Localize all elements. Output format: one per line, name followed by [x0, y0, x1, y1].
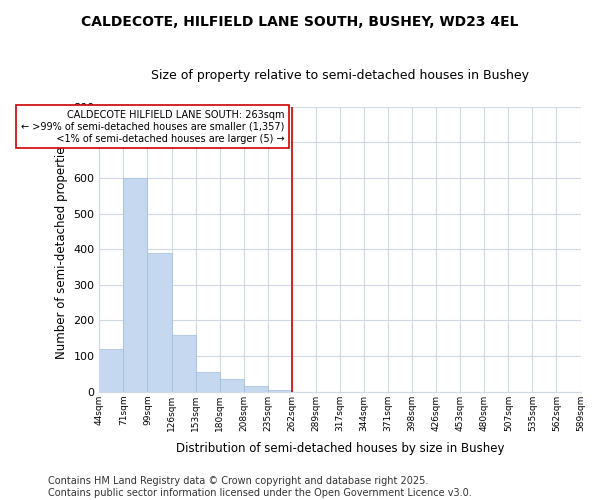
Bar — [100, 349, 124, 392]
Bar — [220, 380, 244, 392]
Text: CALDECOTE HILFIELD LANE SOUTH: 263sqm
← >99% of semi-detached houses are smaller: CALDECOTE HILFIELD LANE SOUTH: 263sqm ← … — [21, 110, 284, 144]
Bar — [148, 253, 172, 392]
Y-axis label: Number of semi-detached properties: Number of semi-detached properties — [55, 140, 68, 358]
Text: Contains HM Land Registry data © Crown copyright and database right 2025.
Contai: Contains HM Land Registry data © Crown c… — [48, 476, 472, 498]
Bar — [268, 390, 292, 392]
X-axis label: Distribution of semi-detached houses by size in Bushey: Distribution of semi-detached houses by … — [176, 442, 504, 455]
Title: Size of property relative to semi-detached houses in Bushey: Size of property relative to semi-detach… — [151, 69, 529, 82]
Text: CALDECOTE, HILFIELD LANE SOUTH, BUSHEY, WD23 4EL: CALDECOTE, HILFIELD LANE SOUTH, BUSHEY, … — [81, 15, 519, 29]
Bar — [244, 386, 268, 392]
Bar — [196, 372, 220, 392]
Bar — [124, 178, 148, 392]
Bar — [172, 334, 196, 392]
